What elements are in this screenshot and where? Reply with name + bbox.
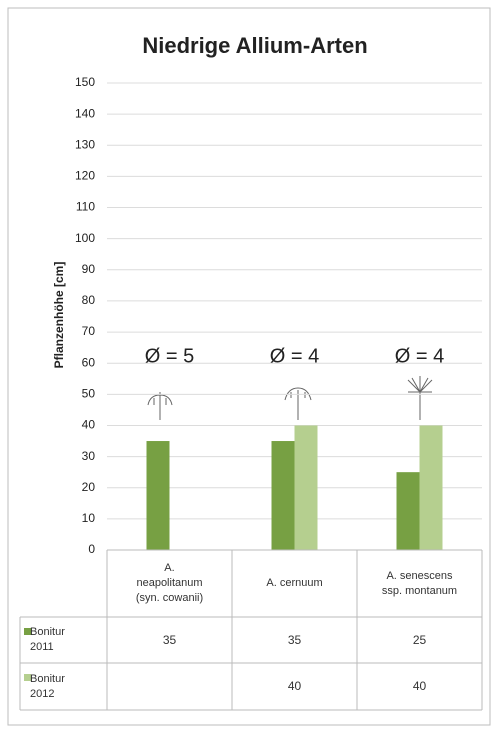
y-tick-label: 130 xyxy=(75,137,95,151)
category-label: A. cernuum xyxy=(255,552,335,615)
page: Niedrige Allium-Arten Pflanzenhöhe [cm] … xyxy=(0,0,498,733)
chart-title: Niedrige Allium-Arten xyxy=(142,33,367,58)
y-tick-label: 150 xyxy=(75,75,95,89)
y-tick-label: 140 xyxy=(75,106,95,120)
category-label: A. neapolitanum (syn. cowanii) xyxy=(135,552,205,615)
y-tick-label: 100 xyxy=(75,231,95,245)
annotation: Ø = 4 xyxy=(395,345,444,367)
annotation: Ø = 4 xyxy=(270,345,319,367)
legend-label: Bonitur 2012 xyxy=(30,663,90,710)
table-value: 35 xyxy=(107,617,232,663)
bar xyxy=(397,472,420,550)
y-axis-label: Pflanzenhöhe [cm] xyxy=(52,262,66,369)
bar xyxy=(420,425,443,550)
table-value: 25 xyxy=(357,617,482,663)
bar xyxy=(147,441,170,550)
table-value: 35 xyxy=(232,617,357,663)
y-tick-label: 50 xyxy=(82,387,96,401)
y-tick-label: 70 xyxy=(82,324,96,338)
y-tick-label: 40 xyxy=(82,418,96,432)
y-tick-label: 0 xyxy=(88,542,95,556)
y-tick-label: 60 xyxy=(82,355,96,369)
y-tick-label: 30 xyxy=(82,449,96,463)
y-tick-label: 90 xyxy=(82,262,96,276)
annotation: Ø = 5 xyxy=(145,345,194,367)
y-tick-label: 10 xyxy=(82,511,96,525)
y-tick-label: 20 xyxy=(82,480,96,494)
table-value: 40 xyxy=(232,663,357,710)
y-tick-label: 110 xyxy=(76,200,95,214)
y-tick-label: 80 xyxy=(82,293,96,307)
bar xyxy=(272,441,295,550)
category-label: A. senescens ssp. montanum xyxy=(380,552,460,615)
table-value: 40 xyxy=(357,663,482,710)
bar xyxy=(295,425,318,550)
legend-label: Bonitur 2011 xyxy=(30,617,90,663)
y-tick-label: 120 xyxy=(75,169,95,183)
table-value xyxy=(107,663,232,710)
